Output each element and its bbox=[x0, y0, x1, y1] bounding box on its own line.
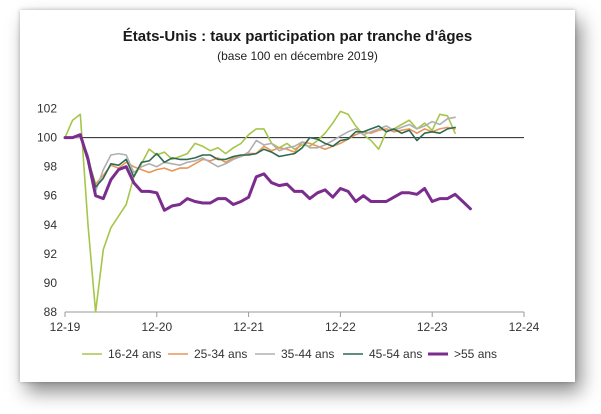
series-line-16-24-ans bbox=[64, 110, 456, 313]
legend-label: 25-34 ans bbox=[194, 347, 247, 361]
x-tick-label: 12-20 bbox=[141, 320, 172, 334]
y-tick-label: 98 bbox=[44, 160, 58, 174]
x-tick-label: 12-24 bbox=[509, 320, 540, 334]
line-chart: 12-19 12-20 12-21 12-22 12-23 12-24 88 90 92 94 96… bbox=[37, 102, 540, 361]
legend-label: 16-24 ans bbox=[108, 347, 161, 361]
y-tick-label: 90 bbox=[44, 276, 58, 290]
y-tick-label: 102 bbox=[37, 102, 57, 116]
x-tick-label: 12-21 bbox=[233, 320, 264, 334]
x-tick-label: 12-23 bbox=[417, 320, 448, 334]
chart-card: États-Unis : taux participation par tran… bbox=[20, 10, 575, 382]
chart-subtitle: (base 100 en décembre 2019) bbox=[217, 49, 378, 63]
series-line-55-ans bbox=[63, 133, 472, 212]
y-tick-label: 92 bbox=[44, 247, 58, 261]
legend-label: >55 ans bbox=[454, 347, 497, 361]
y-tick-label: 88 bbox=[44, 305, 58, 319]
x-tick-label: 12-19 bbox=[50, 320, 81, 334]
legend-label: 45-54 ans bbox=[369, 347, 422, 361]
y-tick-label: 100 bbox=[37, 131, 57, 145]
x-tick-label: 12-22 bbox=[325, 320, 356, 334]
chart-title: États-Unis : taux participation par tran… bbox=[122, 28, 473, 45]
series-line-45-54-ans bbox=[64, 125, 456, 188]
legend-label: 35-44 ans bbox=[281, 347, 334, 361]
y-tick-label: 96 bbox=[44, 189, 58, 203]
series-line-35-44-ans bbox=[64, 116, 456, 193]
y-tick-label: 94 bbox=[44, 218, 58, 232]
